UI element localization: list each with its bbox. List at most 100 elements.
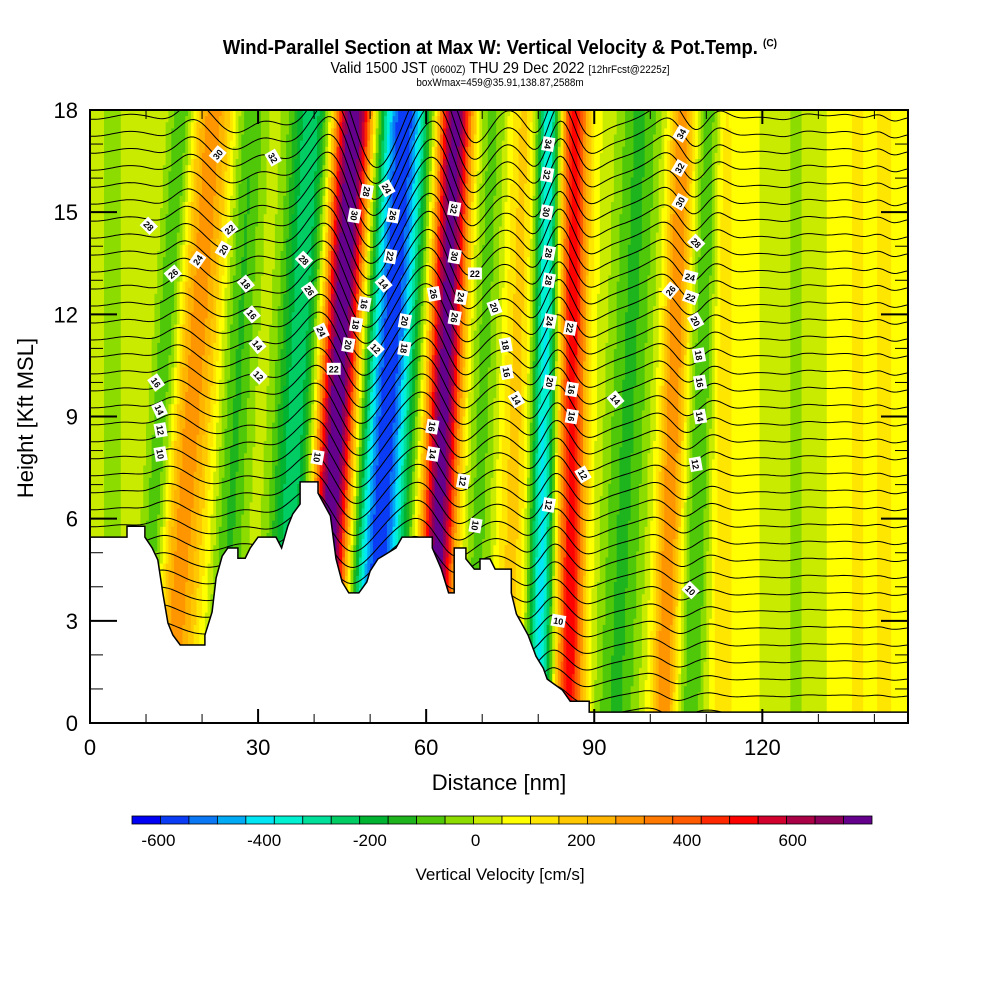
velocity-cell xyxy=(779,110,783,723)
velocity-cell xyxy=(759,110,763,723)
velocity-cell xyxy=(423,490,427,522)
isentrope-label: 14 xyxy=(374,274,393,293)
velocity-cell xyxy=(403,379,408,418)
velocity-cell xyxy=(288,269,293,369)
isentrope-label-text: 16 xyxy=(149,376,163,390)
velocity-cell xyxy=(347,545,352,571)
velocity-cell xyxy=(692,171,696,246)
velocity-cell xyxy=(319,250,324,277)
isentrope-label: 24 xyxy=(453,289,469,306)
isentrope-label-text: 18 xyxy=(238,277,252,291)
velocity-cell xyxy=(518,110,523,129)
isentrope-label-bg xyxy=(687,233,706,252)
velocity-cell xyxy=(356,545,360,577)
velocity-cell xyxy=(737,110,741,723)
velocity-cell xyxy=(319,128,324,179)
velocity-cell xyxy=(462,183,466,215)
colorbar-swatch xyxy=(672,815,702,825)
velocity-cell xyxy=(193,122,198,160)
velocity-cell xyxy=(406,410,410,454)
velocity-cell xyxy=(308,453,312,485)
velocity-cell xyxy=(322,398,326,424)
velocity-cell xyxy=(291,122,296,215)
velocity-cell xyxy=(364,459,368,491)
velocity-cell xyxy=(232,275,237,399)
velocity-cell xyxy=(456,428,461,467)
isentrope-label-bg xyxy=(564,381,579,398)
colorbar-swatch xyxy=(700,815,731,825)
velocity-cell xyxy=(210,110,214,240)
isentrope-label-bg xyxy=(498,337,513,353)
velocity-cell xyxy=(428,140,433,172)
terrain-outline xyxy=(90,481,908,713)
isentrope-label: 12 xyxy=(153,422,168,439)
velocity-cell xyxy=(319,214,324,252)
isentrope-label-bg xyxy=(468,517,483,534)
velocity-cell xyxy=(518,428,523,626)
velocity-cell xyxy=(224,110,228,172)
velocity-cell xyxy=(132,110,136,614)
velocity-cell xyxy=(686,269,691,344)
velocity-cell xyxy=(501,110,506,142)
velocity-cell xyxy=(448,453,452,491)
velocity-cell xyxy=(358,171,363,197)
velocity-cell xyxy=(204,532,209,614)
velocity-cell xyxy=(325,177,329,203)
velocity-cell xyxy=(358,263,363,289)
velocity-cell xyxy=(431,300,436,326)
isentrope-label-text: 24 xyxy=(684,271,696,283)
velocity-cell xyxy=(358,373,363,399)
isentrope-label: 22 xyxy=(681,289,700,306)
isentrope-label-bg xyxy=(300,281,319,300)
velocity-cell xyxy=(361,539,366,577)
velocity-cell xyxy=(675,110,679,136)
velocity-cell xyxy=(683,195,688,283)
velocity-cell xyxy=(877,110,881,723)
velocity-cell xyxy=(185,391,189,583)
velocity-cell xyxy=(711,122,716,295)
velocity-cell xyxy=(434,116,438,148)
velocity-cell xyxy=(339,146,343,172)
velocity-cell xyxy=(574,110,579,356)
x-tick-label: 0 xyxy=(84,735,96,760)
velocity-cell xyxy=(325,146,329,179)
isentrope-label-bg xyxy=(313,322,330,341)
isentrope-label: 18 xyxy=(498,337,513,353)
velocity-cell xyxy=(344,134,349,356)
velocity-cell xyxy=(356,520,360,546)
velocity-cell xyxy=(353,293,357,320)
velocity-cell xyxy=(557,146,562,228)
velocity-cell xyxy=(185,165,189,203)
velocity-cell xyxy=(204,318,209,399)
velocity-cell xyxy=(538,557,542,723)
velocity-cell xyxy=(358,330,363,356)
velocity-cell xyxy=(689,514,693,723)
velocity-cell xyxy=(347,526,352,546)
velocity-cell xyxy=(395,434,399,479)
isentrope-label-bg xyxy=(378,179,396,198)
velocity-cell xyxy=(216,361,220,424)
velocity-cell xyxy=(367,514,371,559)
velocity-cell xyxy=(182,110,186,154)
velocity-cell xyxy=(143,465,147,565)
velocity-cell xyxy=(297,110,301,197)
velocity-cell xyxy=(403,110,408,228)
velocity-cell xyxy=(406,367,410,411)
isentrope-label: 18 xyxy=(691,347,707,364)
isentrope-label: 22 xyxy=(326,362,341,375)
velocity-cell xyxy=(263,441,268,595)
velocity-cell xyxy=(476,398,480,712)
velocity-cell xyxy=(316,110,321,117)
velocity-cell xyxy=(863,110,867,723)
velocity-cell xyxy=(535,557,539,706)
x-axis-label: Distance [nm] xyxy=(432,770,567,795)
velocity-cell xyxy=(353,453,357,473)
velocity-cell xyxy=(599,152,604,497)
isentrope-label: 26 xyxy=(300,281,319,300)
velocity-cell xyxy=(207,490,212,565)
velocity-cell xyxy=(358,355,363,375)
isentrope-line xyxy=(90,120,908,216)
velocity-cell xyxy=(179,410,184,473)
velocity-cell xyxy=(176,281,181,326)
velocity-cell xyxy=(543,318,548,387)
